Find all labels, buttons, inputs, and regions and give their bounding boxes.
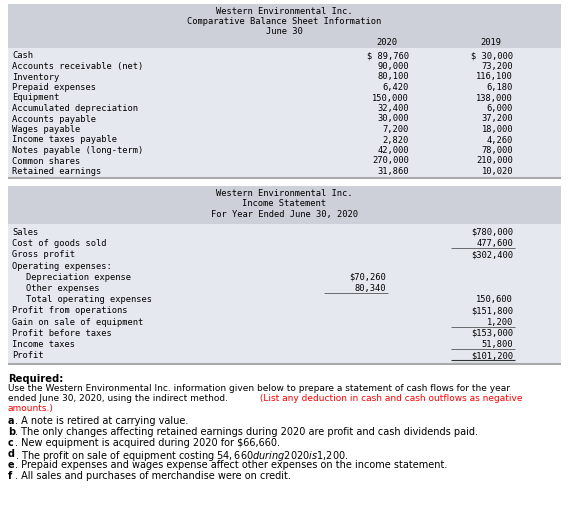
Text: 80,100: 80,100 — [377, 72, 409, 82]
Text: 90,000: 90,000 — [377, 62, 409, 71]
Text: 2019: 2019 — [480, 38, 501, 47]
Text: 477,600: 477,600 — [476, 239, 513, 248]
Text: 10,020: 10,020 — [481, 167, 513, 176]
FancyBboxPatch shape — [8, 224, 561, 364]
Text: $70,260: $70,260 — [349, 273, 386, 282]
Text: $302,400: $302,400 — [471, 250, 513, 260]
Text: Inventory: Inventory — [12, 72, 59, 82]
Text: $151,800: $151,800 — [471, 306, 513, 315]
Text: Depreciation expense: Depreciation expense — [26, 273, 131, 282]
Text: Cost of goods sold: Cost of goods sold — [12, 239, 106, 248]
Text: 7,200: 7,200 — [383, 125, 409, 134]
Text: 80,340: 80,340 — [354, 284, 386, 293]
Text: Western Environmental Inc.: Western Environmental Inc. — [216, 189, 353, 198]
Text: Accounts receivable (net): Accounts receivable (net) — [12, 62, 143, 71]
Text: Gross profit: Gross profit — [12, 250, 75, 260]
Text: Equipment: Equipment — [12, 93, 59, 103]
Text: 37,200: 37,200 — [481, 114, 513, 124]
Text: For Year Ended June 30, 2020: For Year Ended June 30, 2020 — [211, 210, 358, 219]
Text: $ 30,000: $ 30,000 — [471, 51, 513, 61]
Text: Income taxes payable: Income taxes payable — [12, 135, 117, 145]
Text: . All sales and purchases of merchandise were on credit.: . All sales and purchases of merchandise… — [15, 471, 291, 481]
Text: Income taxes: Income taxes — [12, 340, 75, 349]
Text: 6,180: 6,180 — [486, 83, 513, 92]
Text: d: d — [8, 449, 15, 460]
Text: . A note is retired at carrying value.: . A note is retired at carrying value. — [15, 417, 188, 426]
Text: Operating expenses:: Operating expenses: — [12, 262, 112, 270]
Text: $780,000: $780,000 — [471, 228, 513, 237]
Text: 4,260: 4,260 — [486, 135, 513, 145]
Text: e: e — [8, 460, 15, 470]
Text: . Prepaid expenses and wages expense affect other expenses on the income stateme: . Prepaid expenses and wages expense aff… — [15, 460, 447, 470]
Text: 51,800: 51,800 — [481, 340, 513, 349]
Text: 32,400: 32,400 — [377, 104, 409, 113]
Text: amounts.): amounts.) — [8, 404, 54, 413]
Text: . New equipment is acquired during 2020 for $66,660.: . New equipment is acquired during 2020 … — [15, 439, 280, 448]
Text: $101,200: $101,200 — [471, 351, 513, 360]
Text: Profit: Profit — [12, 351, 43, 360]
Text: 42,000: 42,000 — [377, 146, 409, 155]
Text: 2,820: 2,820 — [383, 135, 409, 145]
Text: Use the Western Environmental Inc. information given below to prepare a statemen: Use the Western Environmental Inc. infor… — [8, 384, 510, 393]
Text: $153,000: $153,000 — [471, 329, 513, 338]
Text: 270,000: 270,000 — [372, 156, 409, 166]
Text: Total operating expenses: Total operating expenses — [26, 295, 152, 304]
Text: Western Environmental Inc.: Western Environmental Inc. — [216, 7, 353, 16]
Text: Other expenses: Other expenses — [26, 284, 100, 293]
Text: 150,600: 150,600 — [476, 295, 513, 304]
Text: ended June 30, 2020, using the indirect method.: ended June 30, 2020, using the indirect … — [8, 394, 228, 403]
Text: $ 89,760: $ 89,760 — [367, 51, 409, 61]
Text: Retained earnings: Retained earnings — [12, 167, 101, 176]
Text: Cash: Cash — [12, 51, 33, 61]
Text: Required:: Required: — [8, 374, 63, 384]
Text: a: a — [8, 417, 14, 426]
Text: Profit from operations: Profit from operations — [12, 306, 127, 315]
Text: 73,200: 73,200 — [481, 62, 513, 71]
Text: 210,000: 210,000 — [476, 156, 513, 166]
Text: b: b — [8, 427, 15, 438]
Text: Income Statement: Income Statement — [242, 199, 327, 208]
Text: c: c — [8, 439, 14, 448]
Text: Comparative Balance Sheet Information: Comparative Balance Sheet Information — [187, 17, 382, 26]
Text: . The profit on sale of equipment costing $54,660 during 2020 is $1,200.: . The profit on sale of equipment costin… — [15, 449, 348, 463]
Text: Profit before taxes: Profit before taxes — [12, 329, 112, 338]
Text: f: f — [8, 471, 13, 481]
Text: Gain on sale of equipment: Gain on sale of equipment — [12, 318, 143, 327]
Text: Prepaid expenses: Prepaid expenses — [12, 83, 96, 92]
Text: 6,420: 6,420 — [383, 83, 409, 92]
Text: 138,000: 138,000 — [476, 93, 513, 103]
Text: 31,860: 31,860 — [377, 167, 409, 176]
Text: Notes payable (long-term): Notes payable (long-term) — [12, 146, 143, 155]
Text: 2020: 2020 — [377, 38, 398, 47]
Text: Accounts payable: Accounts payable — [12, 114, 96, 124]
Text: Sales: Sales — [12, 228, 38, 237]
FancyBboxPatch shape — [8, 48, 561, 178]
Text: 1,200: 1,200 — [486, 318, 513, 327]
Text: 150,000: 150,000 — [372, 93, 409, 103]
Text: 30,000: 30,000 — [377, 114, 409, 124]
Text: 78,000: 78,000 — [481, 146, 513, 155]
FancyBboxPatch shape — [8, 4, 561, 48]
Text: Common shares: Common shares — [12, 156, 80, 166]
FancyBboxPatch shape — [8, 186, 561, 224]
Text: 6,000: 6,000 — [486, 104, 513, 113]
Text: June 30: June 30 — [266, 27, 303, 36]
Text: Accumulated depreciation: Accumulated depreciation — [12, 104, 138, 113]
Text: . The only changes affecting retained earnings during 2020 are profit and cash d: . The only changes affecting retained ea… — [15, 427, 478, 438]
Text: (List any deduction in cash and cash outflows as negative: (List any deduction in cash and cash out… — [257, 394, 522, 403]
Text: 18,000: 18,000 — [481, 125, 513, 134]
Text: Wages payable: Wages payable — [12, 125, 80, 134]
Text: 116,100: 116,100 — [476, 72, 513, 82]
